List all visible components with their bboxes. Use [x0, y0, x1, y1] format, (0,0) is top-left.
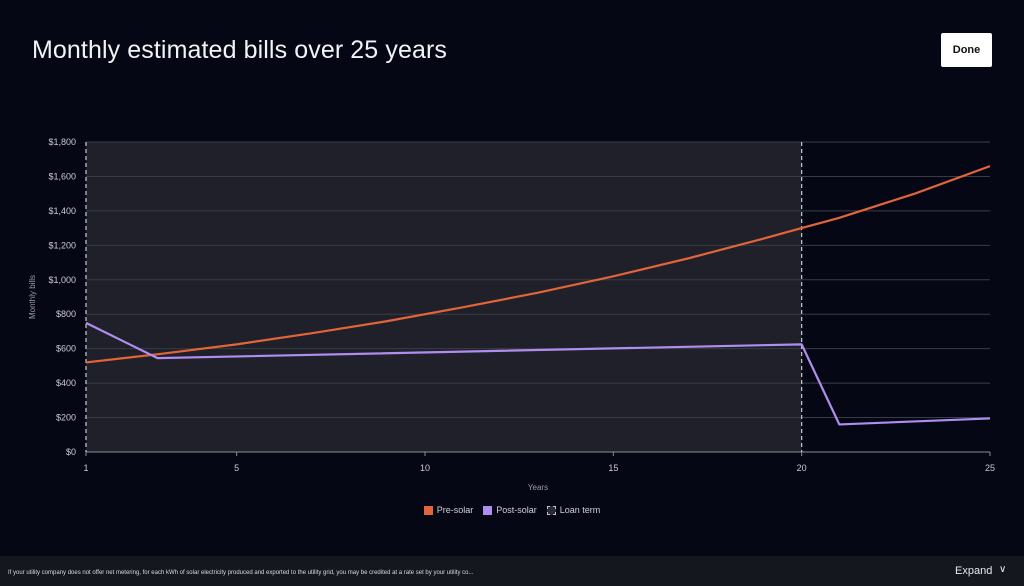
chart-legend: Pre-solar Post-solar Loan term	[0, 503, 1024, 517]
y-tick-label: $800	[56, 309, 76, 319]
y-tick-label: $400	[56, 378, 76, 388]
net-metering-note: If your utility company does not offer n…	[8, 570, 474, 576]
legend-item-post-solar[interactable]: Post-solar	[483, 505, 537, 515]
x-tick-label: 25	[985, 463, 995, 473]
y-tick-label: $1,200	[48, 240, 76, 250]
loan-term-swatch	[546, 505, 556, 515]
y-tick-label: $1,600	[48, 171, 76, 181]
x-tick-label: 10	[420, 463, 430, 473]
x-tick-label: 5	[234, 463, 239, 473]
pre-solar-swatch	[423, 505, 433, 515]
y-tick-label: $1,000	[48, 275, 76, 285]
legend-label-post-solar: Post-solar	[496, 505, 537, 515]
expand-button[interactable]: Expand	[955, 565, 993, 577]
footer-bar: If your utility company does not offer n…	[0, 556, 1024, 586]
done-button[interactable]: Done	[941, 33, 992, 67]
x-tick-label: 15	[608, 463, 618, 473]
page-title: Monthly estimated bills over 25 years	[32, 36, 447, 64]
legend-label-loan-term: Loan term	[559, 505, 601, 515]
series-line-pre-solar	[85, 165, 991, 364]
x-tick-label: 20	[797, 463, 807, 473]
y-axis-title: Monthly bills	[28, 275, 37, 319]
series-line-post-solar	[85, 321, 991, 426]
legend-item-loan-term[interactable]: Loan term	[546, 505, 601, 515]
loan-term-band	[86, 142, 802, 452]
y-tick-label: $0	[66, 447, 76, 457]
x-axis-title: Years	[528, 483, 548, 492]
y-tick-label: $1,400	[48, 206, 76, 216]
x-tick-label: 1	[83, 463, 88, 473]
y-tick-label: $600	[56, 344, 76, 354]
post-solar-swatch	[483, 505, 493, 515]
legend-label-pre-solar: Pre-solar	[436, 505, 474, 515]
y-tick-label: $1,800	[48, 137, 76, 147]
chevron-down-icon[interactable]: ∨	[999, 564, 1007, 575]
y-tick-label: $200	[56, 413, 76, 423]
monthly-bills-chart: $0 $200 $400 $600 $800 $1,000 $1,200 $1,400 $1,6…	[28, 137, 995, 492]
legend-item-pre-solar[interactable]: Pre-solar	[423, 505, 474, 515]
